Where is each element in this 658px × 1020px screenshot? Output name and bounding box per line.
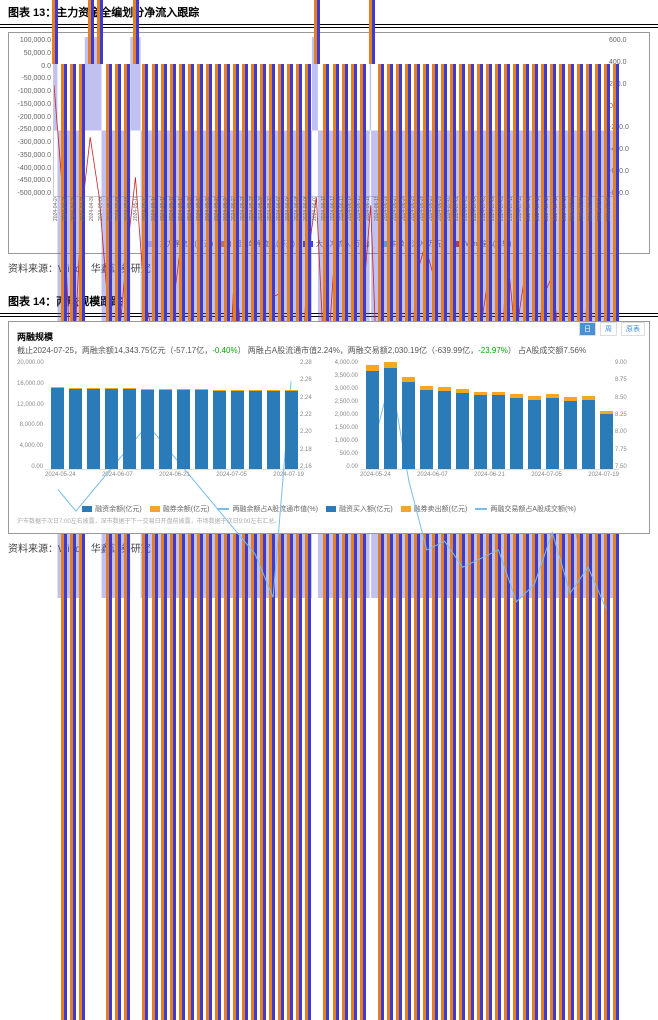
- line-left: [45, 360, 304, 619]
- panel-left: 20,000.0016,000.0012,000.008,000.004,000…: [17, 360, 326, 500]
- figure-13: 图表 13：主力资金全编划分净流入跟踪 100,000.050,000.00.0…: [0, 0, 658, 281]
- plot-right: [360, 360, 619, 470]
- chart-14-container: 日周原表 两融规模 截止2024-07-25，两融余额14,343.75亿元（-…: [8, 321, 650, 534]
- y-axis-left: 4,000.003,500.003,000.002,500.002,000.00…: [332, 360, 358, 470]
- view-button[interactable]: 周: [600, 322, 617, 336]
- chart-14-subtitle: 截止2024-07-25，两融余额14,343.75亿元（-57.17亿，-0.…: [17, 345, 641, 356]
- line-right: [360, 360, 619, 619]
- y-axis-left: 20,000.0016,000.0012,000.008,000.004,000…: [17, 360, 43, 470]
- x-axis-13: 2024-04-242024-04-252024-04-262024-04-29…: [53, 197, 615, 221]
- chart-14-header: 两融规模: [17, 330, 641, 343]
- chart-13-container: 100,000.050,000.00.0-50,000.0-100,000.0-…: [8, 32, 650, 254]
- figure-14: 图表 14：两融规模跟踪 日周原表 两融规模 截止2024-07-25，两融余额…: [0, 289, 658, 561]
- panel-right: 4,000.003,500.003,000.002,500.002,000.00…: [332, 360, 641, 500]
- view-toggle: 日周原表: [579, 322, 645, 336]
- view-button[interactable]: 原表: [621, 322, 645, 336]
- chart-13: 100,000.050,000.00.0-50,000.0-100,000.0-…: [53, 37, 615, 237]
- view-button[interactable]: 日: [579, 322, 596, 336]
- plot-left: [45, 360, 304, 470]
- y-axis-left: 100,000.050,000.00.0-50,000.0-100,000.0-…: [13, 37, 51, 197]
- plot-area-13: [53, 37, 615, 197]
- panels-14: 20,000.0016,000.0012,000.008,000.004,000…: [17, 360, 641, 500]
